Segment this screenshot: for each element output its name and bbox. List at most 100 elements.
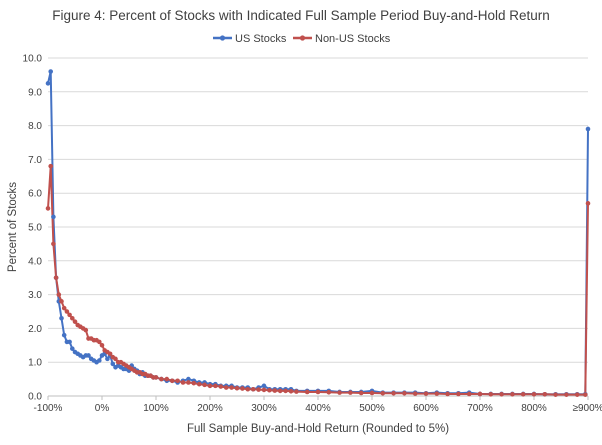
data-point-non-us-stocks[interactable] (583, 392, 588, 397)
data-point-non-us-stocks[interactable] (477, 391, 483, 397)
data-point-non-us-stocks[interactable] (229, 385, 234, 390)
x-tick-label: 500% (359, 403, 385, 414)
data-point-us-stocks[interactable] (97, 358, 102, 363)
data-point-non-us-stocks[interactable] (412, 391, 418, 396)
data-point-non-us-stocks[interactable] (202, 382, 207, 388)
data-point-us-stocks[interactable] (186, 376, 191, 382)
y-tick-label: 8.0 (28, 121, 42, 132)
data-point-non-us-stocks[interactable] (234, 385, 240, 391)
data-point-non-us-stocks[interactable] (315, 389, 321, 395)
data-point-non-us-stocks[interactable] (240, 386, 245, 391)
data-point-non-us-stocks[interactable] (423, 391, 429, 396)
data-point-us-stocks[interactable] (48, 69, 53, 74)
data-point-non-us-stocks[interactable] (326, 389, 332, 395)
data-point-non-us-stocks[interactable] (67, 312, 72, 318)
data-point-non-us-stocks[interactable] (53, 275, 59, 281)
axes: 0.0 1.0 2.0 3.0 4.0 5.0 6.0 7.0 8.0 9.0 10.0 -100% 0… (23, 54, 602, 415)
data-point-us-stocks[interactable] (70, 346, 75, 351)
data-point-non-us-stocks[interactable] (445, 391, 450, 397)
data-point-non-us-stocks[interactable] (72, 319, 78, 324)
data-point-non-us-stocks[interactable] (245, 386, 251, 392)
data-point-us-stocks[interactable] (110, 361, 116, 367)
legend-item-us-stocks[interactable]: US Stocks (213, 33, 287, 45)
data-point-non-us-stocks[interactable] (48, 163, 53, 169)
data-point-non-us-stocks[interactable] (510, 392, 515, 397)
legend-label-non-us-stocks: Non-US Stocks (315, 33, 391, 45)
data-point-non-us-stocks[interactable] (250, 386, 256, 392)
data-point-non-us-stocks[interactable] (196, 381, 202, 387)
data-point-non-us-stocks[interactable] (61, 305, 67, 311)
data-point-non-us-stocks[interactable] (56, 292, 62, 297)
data-point-non-us-stocks[interactable] (218, 384, 224, 389)
data-point-non-us-stocks[interactable] (191, 380, 197, 386)
legend-item-non-us-stocks[interactable]: Non-US Stocks (293, 33, 391, 45)
data-point-non-us-stocks[interactable] (175, 378, 180, 384)
data-point-non-us-stocks[interactable] (159, 376, 164, 382)
data-point-non-us-stocks[interactable] (531, 392, 537, 397)
legend-marker-us-stocks (219, 35, 226, 41)
data-point-non-us-stocks[interactable] (348, 390, 353, 395)
data-point-non-us-stocks[interactable] (113, 356, 118, 362)
data-point-non-us-stocks[interactable] (542, 392, 548, 397)
data-point-non-us-stocks[interactable] (574, 392, 580, 397)
y-tick-label: 2.0 (28, 324, 42, 335)
data-point-non-us-stocks[interactable] (488, 392, 494, 397)
data-point-us-stocks[interactable] (585, 126, 591, 132)
data-point-us-stocks[interactable] (67, 339, 72, 345)
data-point-non-us-stocks[interactable] (186, 380, 191, 385)
data-point-us-stocks[interactable] (261, 383, 267, 389)
data-point-non-us-stocks[interactable] (180, 380, 186, 385)
data-point-us-stocks[interactable] (51, 214, 56, 220)
data-point-non-us-stocks[interactable] (51, 241, 56, 247)
data-point-non-us-stocks[interactable] (45, 206, 51, 211)
data-point-non-us-stocks[interactable] (70, 315, 75, 321)
data-point-non-us-stocks[interactable] (369, 390, 375, 396)
chart-title: Figure 4: Percent of Stocks with Indicat… (52, 8, 550, 23)
data-point-non-us-stocks[interactable] (83, 327, 89, 333)
data-point-us-stocks[interactable] (45, 81, 51, 86)
data-point-non-us-stocks[interactable] (585, 201, 591, 206)
data-point-non-us-stocks[interactable] (434, 391, 440, 396)
data-point-non-us-stocks[interactable] (391, 391, 396, 396)
data-point-non-us-stocks[interactable] (499, 392, 504, 397)
data-point-non-us-stocks[interactable] (164, 376, 170, 382)
y-tick-label: 5.0 (28, 223, 42, 234)
data-point-non-us-stocks[interactable] (402, 391, 407, 396)
data-point-non-us-stocks[interactable] (97, 339, 102, 345)
x-tick-label: 100% (143, 403, 169, 414)
legend: US Stocks Non-US Stocks (213, 33, 391, 45)
data-point-non-us-stocks[interactable] (256, 387, 261, 392)
data-point-non-us-stocks[interactable] (213, 383, 218, 389)
data-point-non-us-stocks[interactable] (358, 390, 364, 396)
data-point-non-us-stocks[interactable] (380, 391, 386, 396)
legend-marker-non-us-stocks (299, 35, 306, 41)
data-point-non-us-stocks[interactable] (294, 389, 299, 394)
data-point-non-us-stocks[interactable] (153, 375, 159, 380)
data-point-us-stocks[interactable] (59, 315, 64, 321)
data-point-us-stocks[interactable] (61, 332, 67, 338)
data-point-non-us-stocks[interactable] (59, 299, 64, 304)
y-tick-label: 6.0 (28, 189, 42, 200)
data-point-non-us-stocks[interactable] (223, 385, 229, 390)
data-point-non-us-stocks[interactable] (304, 389, 310, 395)
data-point-non-us-stocks[interactable] (456, 391, 461, 397)
data-point-non-us-stocks[interactable] (553, 392, 558, 397)
data-point-non-us-stocks[interactable] (277, 388, 283, 394)
data-point-non-us-stocks[interactable] (107, 351, 113, 357)
data-point-non-us-stocks[interactable] (64, 309, 70, 314)
data-point-non-us-stocks[interactable] (520, 392, 526, 397)
data-point-non-us-stocks[interactable] (261, 387, 267, 393)
data-point-non-us-stocks[interactable] (267, 387, 272, 393)
data-point-non-us-stocks[interactable] (564, 392, 569, 397)
data-point-us-stocks[interactable] (86, 353, 91, 358)
data-point-non-us-stocks[interactable] (272, 388, 278, 393)
data-point-non-us-stocks[interactable] (169, 378, 175, 384)
data-point-non-us-stocks[interactable] (283, 388, 288, 394)
data-point-non-us-stocks[interactable] (466, 391, 472, 397)
data-point-non-us-stocks[interactable] (337, 390, 342, 395)
data-point-us-stocks[interactable] (105, 356, 110, 362)
data-point-non-us-stocks[interactable] (288, 388, 294, 394)
data-point-non-us-stocks[interactable] (99, 343, 105, 348)
data-point-non-us-stocks[interactable] (207, 383, 213, 389)
